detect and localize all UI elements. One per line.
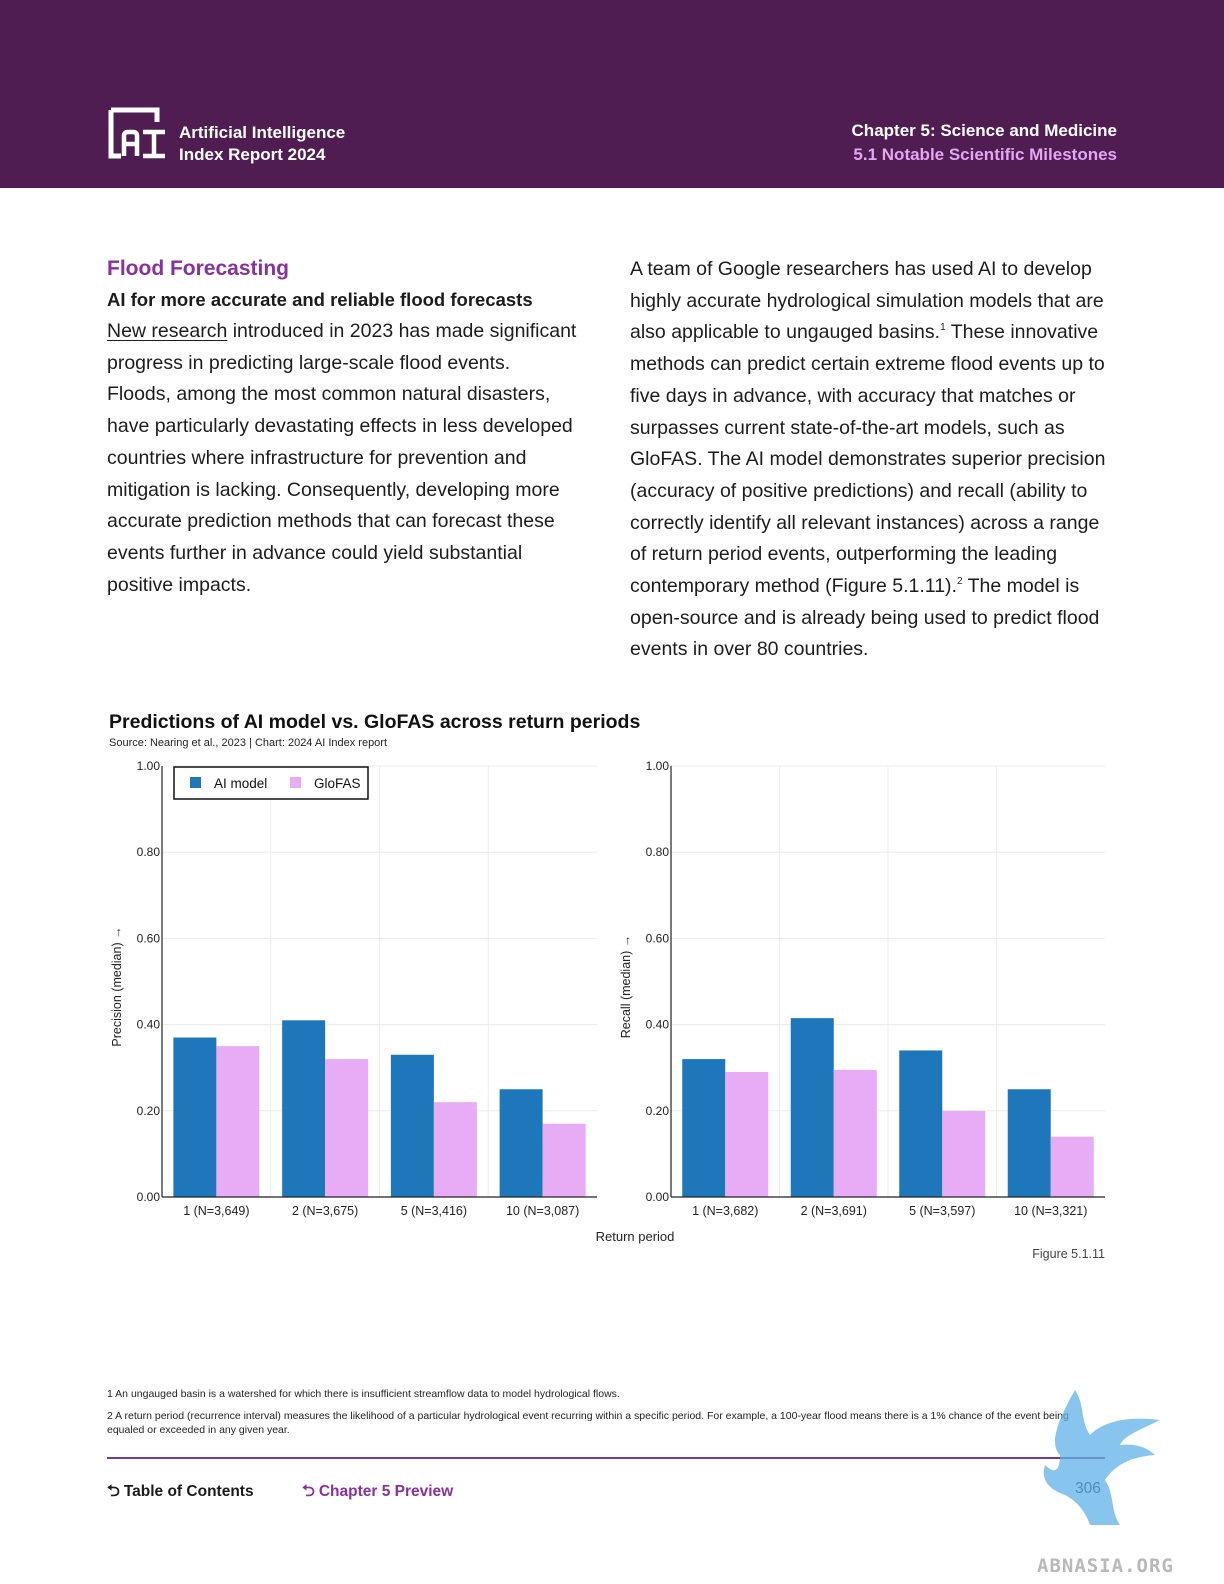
x-tick-label: 2 (N=3,691) [801,1204,867,1218]
chapter-heading: Chapter 5: Science and Medicine 5.1 Nota… [852,119,1117,167]
legend-label: AI model [214,776,267,791]
watermark-text: ABNASIA.ORG [1037,1555,1174,1577]
figure-title: Predictions of AI model vs. GloFAS acros… [109,711,641,733]
bar-ai-model [682,1059,726,1197]
y-tick-label: 0.60 [137,931,161,945]
y-tick-label: 0.60 [646,931,670,945]
article-title: Flood Forecasting [107,257,290,280]
bar-ai-model [1007,1089,1051,1197]
y-tick-label: 0.80 [646,845,670,859]
left-paragraph: New research introduced in 2023 has made… [107,316,577,601]
bar-glofas [216,1046,260,1197]
table-of-contents-link[interactable]: ⮌ Table of Contents [107,1480,254,1507]
y-axis-label: Recall (median) → [619,935,633,1039]
report-brand: Artificial Intelligence Index Report 202… [179,122,345,166]
bar-ai-model [173,1037,217,1197]
footnote-1: 1 An ungauged basin is a watershed for w… [107,1388,620,1400]
x-tick-label: 1 (N=3,649) [183,1204,249,1218]
right-text-2: These innovative methods can predict cer… [630,321,1106,598]
return-arrow-icon: ⮌ [107,1483,120,1500]
bar-glofas [725,1072,769,1197]
y-tick-label: 1.00 [646,759,670,773]
left-paragraph-text: introduced in 2023 has made significant … [107,320,577,596]
footer-divider [107,1457,1105,1459]
preview-label: Chapter 5 Preview [318,1483,454,1500]
bar-ai-model [499,1089,543,1197]
article-subtitle: AI for more accurate and reliable flood … [107,289,533,310]
bar-glofas [1050,1136,1094,1197]
left-column: Flood Forecasting AI for more accurate a… [107,254,577,601]
bar-glofas [325,1059,369,1197]
bar-glofas [433,1102,477,1197]
footnote-ref-1[interactable]: 1 [940,322,946,334]
ai-index-logo [108,107,165,159]
footnote-ref-2[interactable]: 2 [956,576,963,588]
legend-swatch [190,777,201,788]
x-tick-label: 5 (N=3,416) [401,1204,467,1218]
y-tick-label: 0.80 [137,845,161,859]
right-paragraph: A team of Google researchers has used AI… [630,254,1110,666]
figure-source: Source: Nearing et al., 2023 | Chart: 20… [109,737,388,749]
x-tick-label: 10 (N=3,087) [506,1204,579,1218]
brand-line-1: Artificial Intelligence [179,123,346,142]
y-tick-label: 0.00 [646,1190,670,1204]
bar-ai-model [899,1050,943,1197]
bar-glofas [942,1110,986,1197]
footnotes: 1 An ungauged basin is a watershed for w… [107,1387,1107,1445]
y-tick-label: 0.00 [137,1190,161,1204]
bar-ai-model [390,1054,434,1197]
bar-glofas [542,1123,586,1197]
x-tick-label: 10 (N=3,321) [1014,1204,1087,1218]
legend-label: GloFAS [314,776,361,791]
y-tick-label: 0.20 [137,1104,161,1118]
y-tick-label: 0.40 [137,1018,161,1032]
shared-x-axis-label: Return period [595,1229,675,1244]
return-arrow-icon: ⮌ [302,1483,315,1500]
page-header: Artificial Intelligence Index Report 202… [0,0,1224,188]
chapter-title: Chapter 5: Science and Medicine [851,121,1117,140]
figure-charts: 0.00 0.20 0.40 0.60 0.80 1.00 1 (N=3,649) 2 (N=… [110,759,1105,1218]
figure-number: Figure 5.1.11 [1032,1247,1105,1261]
y-tick-label: 0.40 [646,1018,670,1032]
bar-ai-model [790,1018,834,1197]
x-tick-label: 2 (N=3,675) [292,1204,358,1218]
right-text-3: The model is open-source and is already … [630,575,1100,661]
y-tick-label: 1.00 [137,759,161,773]
right-text-1: A team of Google researchers has used AI… [630,258,1104,344]
griffin-watermark [1043,1390,1160,1525]
legend-swatch [290,777,301,788]
new-research-link[interactable]: New research [107,320,228,342]
x-tick-label: 1 (N=3,682) [692,1204,758,1218]
section-title: 5.1 Notable Scientific Milestones [853,145,1117,164]
x-tick-label: 5 (N=3,597) [909,1204,975,1218]
bar-glofas [833,1069,877,1197]
y-tick-label: 0.20 [646,1104,670,1118]
right-column: A team of Google researchers has used AI… [630,254,1110,666]
chapter-preview-link[interactable]: ⮌ Chapter 5 Preview [302,1480,453,1507]
brand-line-2: Index Report 2024 [179,145,326,164]
y-axis-label: Precision (median) → [110,926,124,1046]
toc-label: Table of Contents [123,1483,254,1500]
bar-ai-model [282,1020,326,1197]
legend-box [173,766,369,800]
footnote-2: 2 A return period (recurrence interval) … [107,1410,1069,1436]
